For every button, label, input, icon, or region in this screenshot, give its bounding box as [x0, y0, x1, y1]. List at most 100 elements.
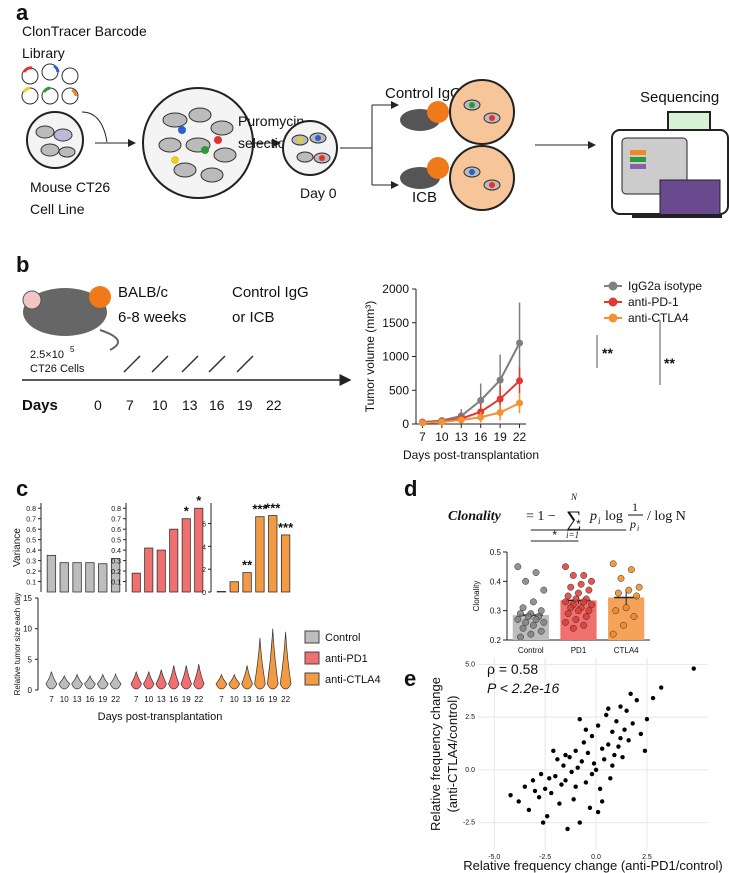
y-axis-label: Variance [12, 528, 23, 567]
data-point [628, 691, 633, 697]
bar [268, 515, 278, 593]
data-point [589, 771, 595, 777]
x-tick-label: 13 [455, 430, 469, 444]
x-tick-label: 16 [169, 695, 178, 704]
violin [84, 674, 96, 690]
data-point [519, 624, 527, 632]
data-point [650, 695, 656, 701]
data-point [569, 572, 577, 579]
data-point [562, 618, 569, 626]
x-tick-label: CTLA4 [614, 646, 639, 655]
data-point [583, 727, 589, 732]
selection-label: selection [238, 135, 293, 151]
data-point [575, 765, 580, 770]
data-point [542, 786, 548, 792]
violin [58, 674, 71, 690]
violin [241, 665, 253, 690]
data-point [577, 716, 582, 722]
data-point [579, 759, 585, 764]
data-point [547, 776, 552, 781]
branch-arrows [340, 101, 399, 189]
age-label: 6-8 weeks [118, 309, 186, 326]
data-point [438, 418, 446, 426]
violin [180, 665, 192, 690]
y-tick-label: 0.7 [26, 517, 36, 524]
legend-label: Control [325, 632, 360, 644]
x-tick-label: 13 [243, 695, 252, 704]
bar [131, 572, 141, 593]
violin [228, 673, 241, 690]
day-label: 22 [266, 397, 282, 413]
x-tick-label: 22 [281, 695, 290, 704]
formula-part: p [629, 517, 636, 531]
significance: *** [252, 502, 268, 517]
bar [280, 534, 291, 593]
bar [181, 518, 191, 593]
days-label: Days [22, 397, 58, 414]
y-tick-label: 5 [28, 655, 33, 664]
dish [26, 111, 84, 169]
data-point [564, 610, 572, 618]
y-tick-label: 15 [23, 594, 32, 603]
y-tick-label: 10 [23, 625, 32, 634]
y-tick-label: 0.6 [26, 527, 36, 534]
x-tick-label: 10 [144, 695, 153, 704]
x-tick-label: 7 [49, 695, 54, 704]
y-tick-label: 0.3 [26, 559, 36, 566]
bar [46, 554, 57, 593]
data-point [572, 595, 580, 603]
data-point [567, 604, 575, 612]
control-label: Control IgG [385, 85, 462, 102]
x-axis-label: Relative frequency change (anti-PD1/cont… [463, 858, 722, 873]
legend-swatch [304, 672, 320, 686]
data-point [514, 616, 522, 623]
data-point [606, 742, 611, 747]
data-point [585, 586, 593, 594]
violin [215, 673, 228, 690]
y-tick-label: 0.2 [26, 569, 36, 576]
data-point [634, 697, 639, 703]
bar [255, 516, 265, 593]
y-axis-label: Clonality [472, 581, 481, 612]
data-point [658, 685, 664, 690]
formula-part: i [598, 516, 601, 526]
data-point [614, 589, 622, 597]
day-label: 13 [182, 397, 198, 413]
x-tick-label: 7 [219, 695, 224, 704]
data-point [616, 744, 621, 749]
treatment-label: or ICB [232, 309, 275, 326]
panel-label: a [16, 0, 29, 25]
x-axis-label: Days post-transplantation [403, 448, 539, 462]
data-point [569, 624, 577, 632]
data-point [595, 723, 601, 728]
data-point [589, 733, 595, 739]
bar [98, 563, 108, 593]
data-point [565, 826, 570, 832]
sequencing-label: Sequencing [640, 89, 719, 106]
formula-part: p [589, 509, 597, 524]
y-tick-label: 0.8 [111, 506, 121, 513]
data-point [635, 583, 643, 591]
y-tick-label: 1000 [382, 350, 409, 364]
data-point [571, 797, 576, 802]
y-tick-label: 0.4 [26, 548, 36, 555]
day-label: 16 [209, 397, 225, 413]
y-tick-label: 0.3 [490, 607, 502, 616]
dish [142, 87, 254, 199]
formula-part: / log N [647, 509, 686, 524]
day-label: 7 [126, 397, 134, 413]
bar [194, 507, 204, 593]
y-tick-label: 2000 [382, 282, 409, 296]
data-point [610, 763, 615, 768]
data-point [516, 339, 524, 347]
data-point [595, 809, 601, 815]
bar [242, 572, 252, 593]
data-point [527, 630, 535, 638]
data-point [626, 738, 631, 743]
x-tick-label: 0.0 [591, 854, 601, 861]
x-tick-label: 7 [134, 695, 139, 704]
panel-label: d [404, 476, 417, 501]
x-tick-label: 19 [268, 695, 277, 704]
data-point [545, 814, 550, 819]
data-point [418, 419, 426, 427]
